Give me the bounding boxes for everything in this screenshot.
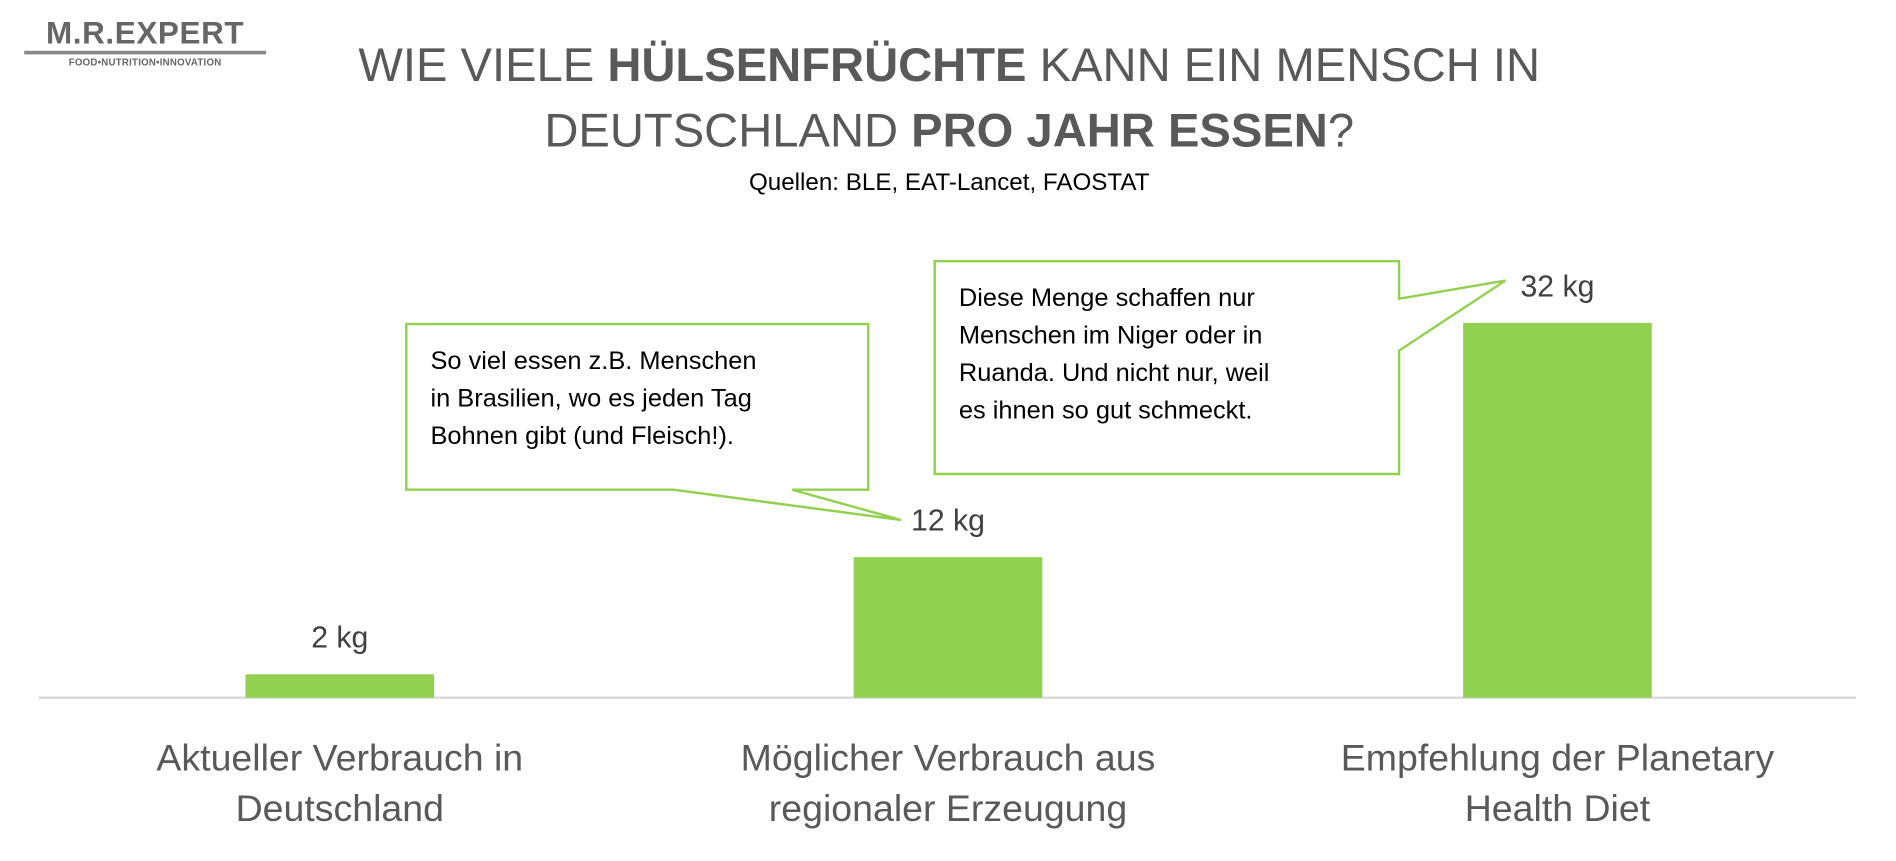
category-label: Aktueller Verbrauch in Deutschland bbox=[86, 733, 594, 835]
category-label: Möglicher Verbrauch aus regionaler Erzeug… bbox=[694, 733, 1202, 835]
title-bold: PRO JAHR ESSEN bbox=[911, 105, 1328, 158]
title-part: WIE VIELE bbox=[358, 39, 608, 92]
title-part: ? bbox=[1327, 105, 1355, 158]
category-label-line: regionaler Erzeugung bbox=[768, 787, 1128, 830]
data-label: 12 kg bbox=[911, 505, 985, 538]
bar bbox=[245, 674, 435, 698]
annotation-text: Diese Menge schaffen nur Menschen im Nige… bbox=[959, 279, 1270, 429]
annotation-text: So viel essen z.B. Menschen in Brasilien,… bbox=[430, 342, 756, 454]
title-bold: HÜLSENFRÜCHTE bbox=[607, 39, 1027, 92]
bar bbox=[853, 557, 1043, 698]
annotation-line: Ruanda. Und nicht nur, weil bbox=[958, 359, 1270, 387]
title-part: KANN EIN MENSCH IN DEUTSCHLAND bbox=[544, 39, 1541, 158]
annotation-callout bbox=[405, 322, 902, 522]
annotation-line: So viel essen z.B. Menschen bbox=[430, 347, 757, 375]
category-label-line: Aktueller Verbrauch in bbox=[156, 736, 524, 779]
category-label-line: Empfehlung der Planetary bbox=[1340, 736, 1775, 779]
annotation-line: Bohnen gibt (und Fleisch!). bbox=[430, 422, 734, 450]
logo-name: M.R.EXPERT bbox=[24, 15, 267, 55]
data-label: 32 kg bbox=[1520, 270, 1594, 303]
bar bbox=[1463, 322, 1652, 698]
category-label-line: Health Diet bbox=[1464, 787, 1651, 830]
annotation-callout bbox=[933, 259, 1507, 476]
chart-title: WIE VIELE HÜLSENFRÜCHTE KANN EIN MENSCH … bbox=[242, 34, 1657, 165]
annotation-line: es ihnen so gut schmeckt. bbox=[958, 396, 1253, 425]
category-label-line: Möglicher Verbrauch aus bbox=[740, 736, 1156, 779]
annotation-line: Menschen im Niger oder in bbox=[958, 321, 1263, 350]
category-label: Empfehlung der Planetary Health Diet bbox=[1304, 733, 1812, 835]
annotation-line: in Brasilien, wo es jeden Tag bbox=[430, 384, 752, 413]
annotation-line: Diese Menge schaffen nur bbox=[958, 284, 1255, 312]
logo: M.R.EXPERT FOOD•NUTRITION•INNOVATION bbox=[24, 15, 267, 68]
logo-tagline: FOOD•NUTRITION•INNOVATION bbox=[68, 56, 222, 68]
category-label-line: Deutschland bbox=[235, 787, 444, 830]
data-label: 2 kg bbox=[311, 622, 368, 655]
chart-subtitle: Quellen: BLE, EAT-Lancet, FAOSTAT bbox=[748, 169, 1150, 196]
